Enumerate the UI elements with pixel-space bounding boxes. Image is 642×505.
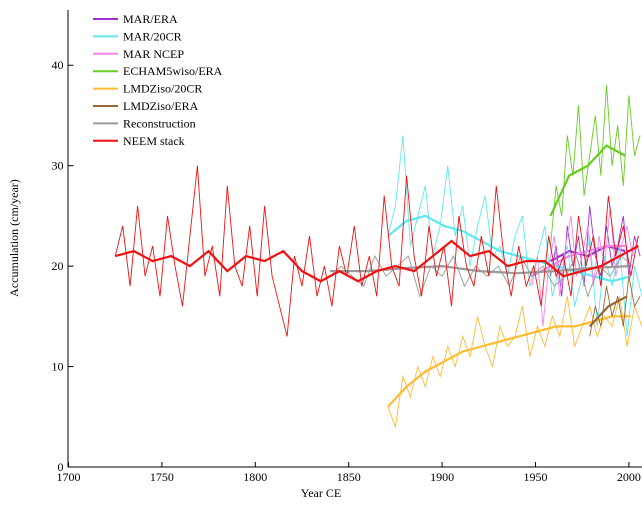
x-tick-label: 1900 xyxy=(430,470,454,484)
series-line xyxy=(114,165,639,337)
x-tick-label: 1750 xyxy=(150,470,174,484)
smoothed-line xyxy=(549,244,626,263)
x-tick-label: 2000 xyxy=(617,470,641,484)
y-tick-label: 0 xyxy=(58,460,64,474)
legend-label: LMDZiso/ERA xyxy=(123,99,199,113)
smoothed-line xyxy=(114,239,639,283)
smoothed-line xyxy=(387,214,632,283)
legend-label: MAR NCEP xyxy=(123,47,184,61)
x-axis-label: Year CE xyxy=(301,486,341,500)
y-tick-label: 40 xyxy=(52,58,64,72)
smoothed-line xyxy=(549,144,626,217)
y-tick-label: 30 xyxy=(52,159,64,173)
smoothed-line xyxy=(588,295,628,328)
smoothed-line xyxy=(387,315,631,408)
legend-label: ECHAM5wiso/ERA xyxy=(123,64,223,78)
legend-label: Reconstruction xyxy=(123,116,196,130)
series-line xyxy=(531,205,639,327)
legend-label: MAR/20CR xyxy=(123,29,182,43)
axes xyxy=(67,10,642,468)
plot-area xyxy=(114,85,642,429)
legend-label: MAR/ERA xyxy=(123,12,178,26)
legend-label: NEEM stack xyxy=(123,134,185,148)
smoothed-line xyxy=(531,244,626,278)
x-tick-label: 1950 xyxy=(524,470,548,484)
legend-label: LMDZiso/20CR xyxy=(123,82,202,96)
series-line xyxy=(550,85,641,247)
y-tick-label: 20 xyxy=(52,259,64,273)
x-tick-label: 1850 xyxy=(337,470,361,484)
y-axis-label: Accumulation (cm/year) xyxy=(7,179,21,297)
y-tick-label: 10 xyxy=(52,360,64,374)
x-tick-label: 1800 xyxy=(243,470,267,484)
x-tick-label: 1700 xyxy=(57,470,81,484)
series-line xyxy=(387,296,642,429)
